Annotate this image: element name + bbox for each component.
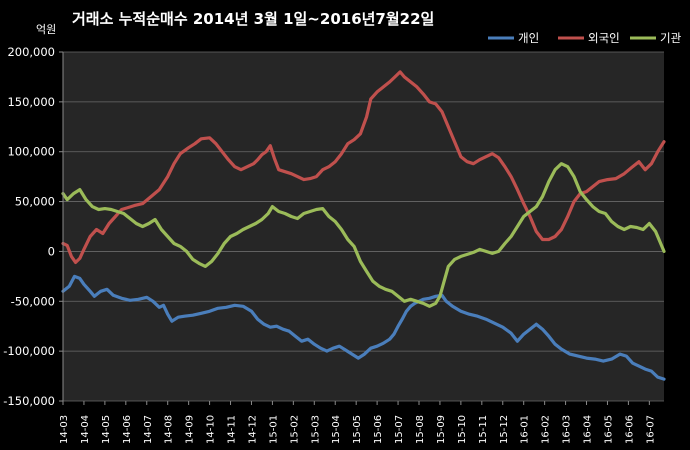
y-axis-ticks: 200,000 150,000 100,000 50,000 0 -50,000 -100,…: [3, 45, 63, 408]
legend-label-2: 기관: [660, 31, 682, 45]
x-tick-label: 14-11: [227, 415, 238, 444]
x-tick-label: 16-05: [603, 415, 614, 444]
x-tick-label: 14-12: [247, 415, 258, 444]
x-axis-ticks: 14-03 14-04 14-05 14-06 14-07 14-08 14-09 14-10…: [59, 401, 656, 444]
x-tick-label: 14-10: [206, 415, 217, 444]
x-tick-label: 15-06: [373, 415, 384, 444]
x-tick-label: 14-04: [80, 415, 91, 444]
x-tick-label: 15-05: [352, 415, 363, 444]
legend: 개인 외국인 기관: [488, 31, 682, 45]
y-tick-label: -150,000: [3, 394, 55, 408]
x-tick-label: 14-09: [185, 415, 196, 444]
x-tick-label: 15-02: [289, 415, 300, 444]
y-tick-label: 50,000: [15, 195, 55, 209]
legend-label-0: 개인: [518, 31, 539, 45]
series-line-1: [61, 70, 666, 264]
x-tick-label: 15-10: [457, 415, 468, 444]
x-tick-label: 16-03: [562, 415, 573, 444]
x-tick-label: 16-02: [541, 415, 552, 444]
x-tick-label: 14-03: [59, 415, 70, 444]
y-tick-label: -100,000: [3, 344, 55, 358]
x-tick-label: 15-01: [268, 415, 279, 444]
x-tick-label: 14-06: [122, 415, 133, 444]
plot-area: [63, 52, 664, 401]
y-tick-label: 150,000: [7, 95, 55, 109]
x-tick-label: 15-09: [436, 415, 447, 444]
x-tick-label: 16-04: [583, 415, 594, 444]
legend-label-1: 외국인: [588, 31, 620, 45]
x-tick-label: 16-07: [645, 415, 656, 444]
x-tick-label: 15-04: [331, 415, 342, 444]
chart-title: 거래소 누적순매수 2014년 3월 1일~2016년7월22일: [72, 10, 434, 28]
x-tick-label: 15-07: [394, 415, 405, 444]
x-tick-label: 16-01: [520, 415, 531, 444]
series-group: [61, 70, 666, 381]
unit-label: 억원: [36, 23, 56, 36]
x-tick-label: 16-06: [624, 415, 635, 444]
y-tick-label: 0: [48, 244, 55, 258]
x-tick-label: 15-03: [310, 415, 321, 444]
x-tick-label: 14-07: [143, 415, 154, 444]
series-line-2: [61, 162, 666, 308]
x-tick-label: 14-05: [101, 415, 112, 444]
series-line-0: [61, 274, 666, 381]
y-tick-label: 200,000: [7, 45, 55, 59]
y-tick-label: -50,000: [11, 294, 55, 308]
gridlines: [63, 51, 664, 402]
x-tick-label: 15-12: [499, 415, 510, 444]
y-tick-label: 100,000: [7, 145, 55, 159]
x-tick-label: 14-08: [164, 415, 175, 444]
x-tick-label: 15-08: [415, 415, 426, 444]
x-tick-label: 15-11: [478, 415, 489, 444]
